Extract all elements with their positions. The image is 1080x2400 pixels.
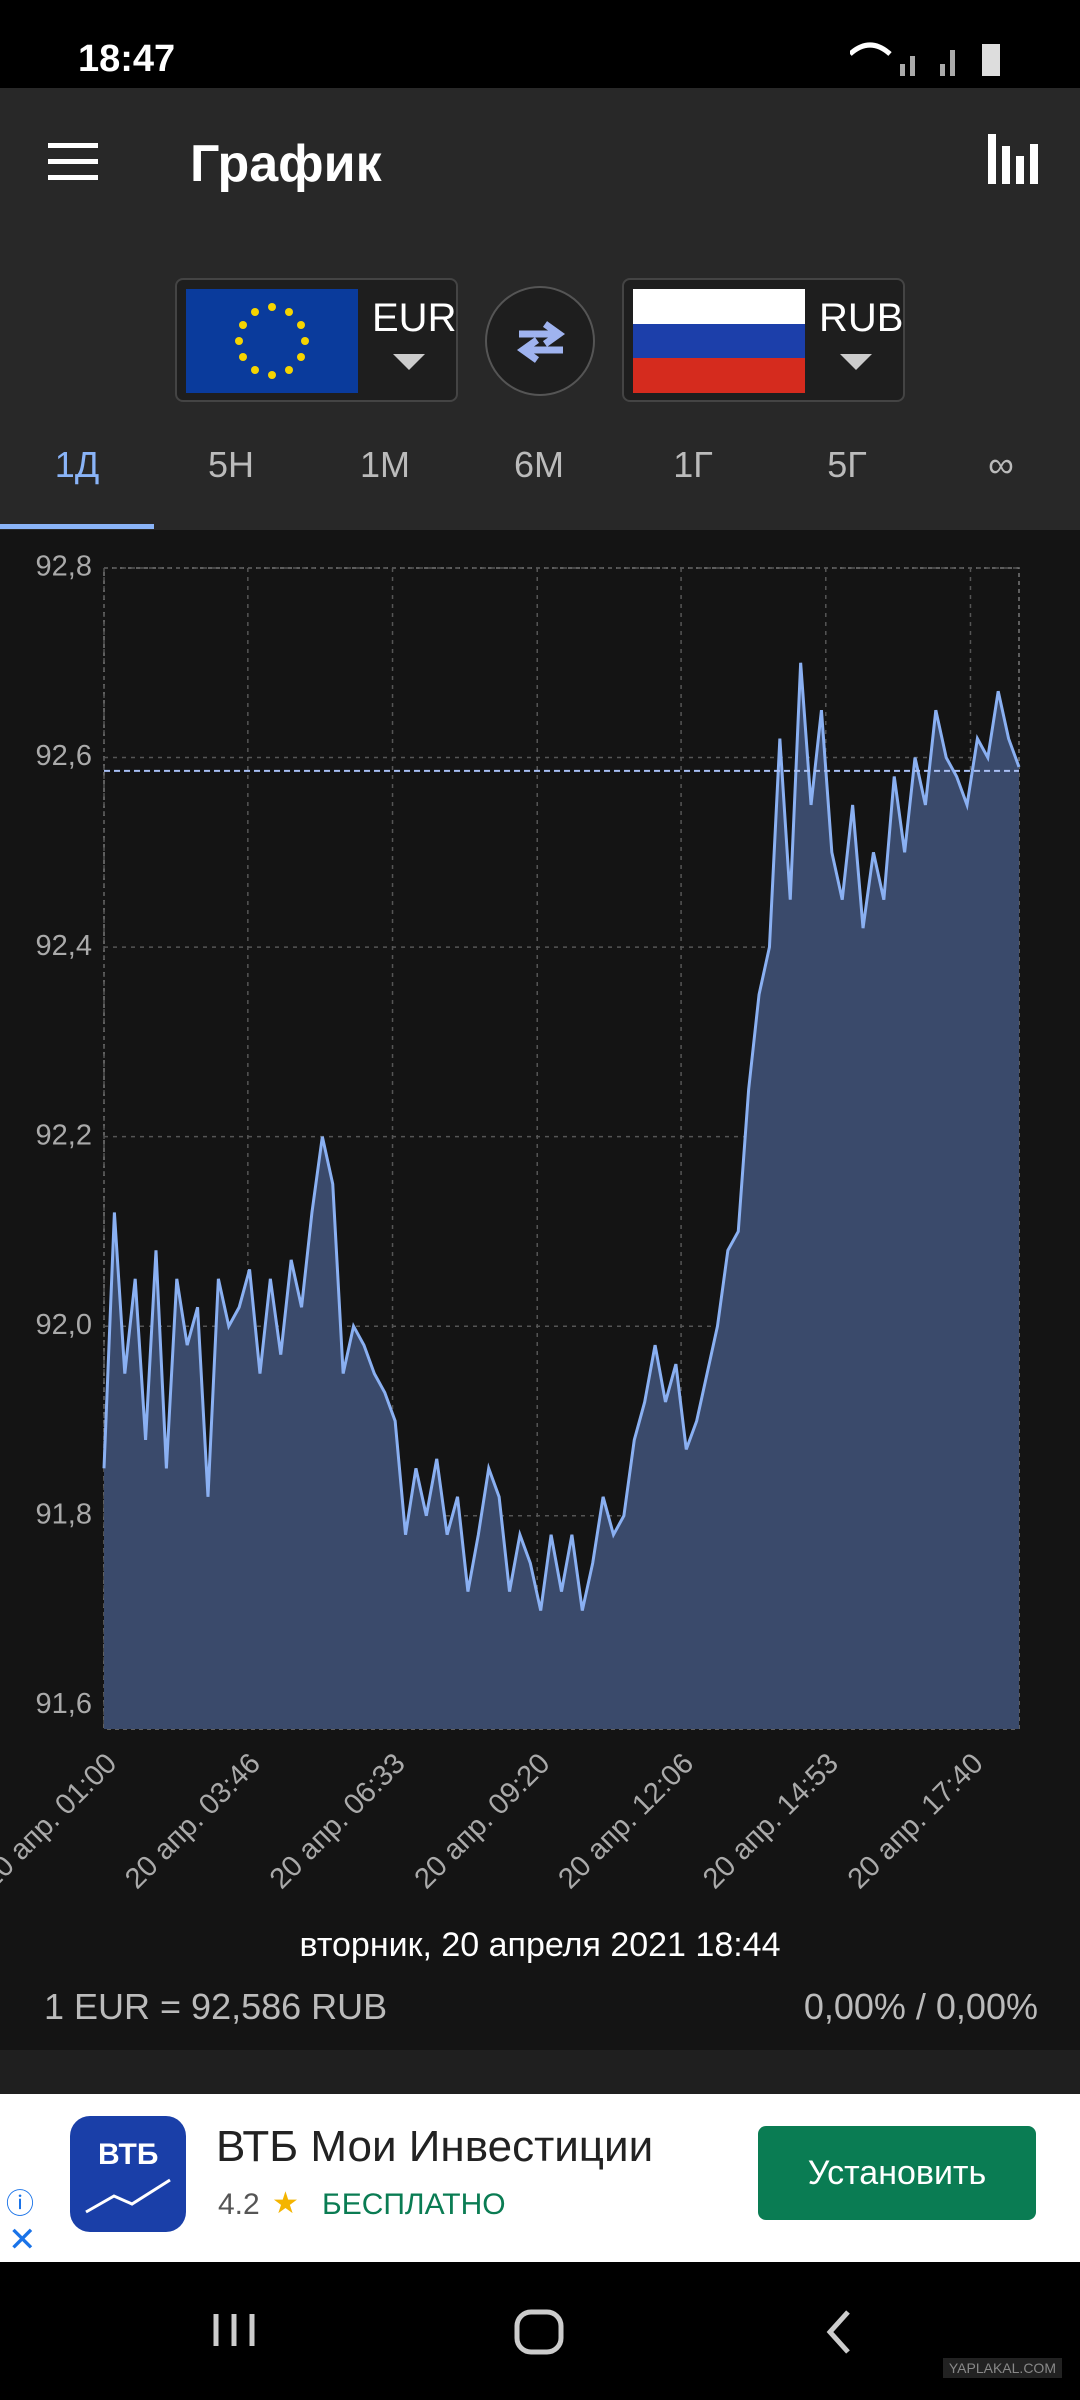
ad-title: ВТБ Мои Инвестиции (216, 2122, 654, 2171)
range-tab[interactable]: ∞ (988, 444, 1014, 485)
footer-change: 0,00% / 0,00% (803, 1986, 1038, 2027)
y-tick-label: 92,0 (36, 1309, 92, 1341)
tab-indicator (0, 524, 154, 529)
chart: 91,6 91,8 92,0 92,2 92,4 92,6 92,8 20 апр. 01:0… (0, 551, 1021, 1895)
from-currency[interactable]: EUR (175, 278, 458, 402)
ad-banner[interactable]: ВТБ ВТБ Мои Инвестиции 4.2 ★ БЕСПЛАТНО У… (0, 2094, 1080, 2262)
from-code: EUR (372, 296, 457, 340)
line (102, 662, 1021, 1611)
y-tick-label: 92,4 (36, 930, 92, 962)
ru-flag (633, 289, 805, 393)
ad-price: БЕСПЛАТНО (322, 2188, 506, 2221)
x-tick-label: 20 апр. 17:40 (842, 1747, 990, 1895)
ad-button-label: Установить (807, 2154, 987, 2192)
x-tick-label: 20 апр. 09:20 (409, 1747, 557, 1895)
range-tab[interactable]: 6М (513, 444, 564, 485)
range-tab[interactable]: 5Г (827, 444, 867, 485)
ad-close[interactable]: ✕ (8, 2221, 37, 2259)
ad-info[interactable]: ⓘ (6, 2188, 35, 2219)
area-fill (104, 662, 1019, 1729)
toolbar: График (0, 88, 1080, 236)
eu-flag (186, 289, 358, 393)
toolbar-title: График (190, 135, 382, 193)
x-tick-label: 20 апр. 06:33 (264, 1747, 412, 1895)
x-tick-label: 20 апр. 12:06 (552, 1747, 700, 1895)
x-tick-label: 20 апр. 01:00 (0, 1747, 123, 1895)
swap-button[interactable] (485, 286, 595, 396)
ad-icon-graph (85, 2178, 171, 2214)
chart-type-button[interactable] (988, 134, 1044, 184)
ad-brand: ВТБ (98, 2138, 159, 2171)
status-bar: 18:47 (0, 0, 1080, 88)
y-tick-label: 91,8 (36, 1498, 92, 1530)
swap-icon (516, 321, 566, 363)
dropdown-arrow (393, 354, 425, 370)
dropdown-arrow (840, 354, 872, 370)
ad-star: ★ (272, 2187, 299, 2220)
currency-panel: EUR RUB (0, 236, 1080, 530)
clock: 18:47 (78, 38, 176, 80)
nav-bar: YAPLAKAL.COM (0, 2262, 1080, 2400)
ad-rating: 4.2 (218, 2188, 260, 2221)
y-tick-label: 92,8 (36, 551, 92, 583)
x-tick-label: 20 апр. 03:46 (119, 1747, 267, 1895)
nav-icons[interactable] (0, 2262, 1080, 2400)
ad-icon: ВТБ (70, 2116, 186, 2232)
to-code: RUB (819, 296, 904, 340)
range-tab[interactable]: 1М (359, 444, 410, 485)
status-icons (850, 42, 1000, 76)
watermark: YAPLAKAL.COM (942, 2358, 1062, 2378)
y-tick-label: 92,2 (36, 1119, 92, 1151)
range-tab[interactable]: 1Д (54, 444, 100, 485)
separator (0, 2050, 1080, 2094)
ad-install-button[interactable]: Установить (758, 2126, 1036, 2220)
range-tab[interactable]: 1Г (673, 444, 713, 485)
range-tab[interactable]: 5Н (207, 444, 255, 485)
footer-rate: 1 EUR = 92,586 RUB (44, 1986, 388, 2027)
menu-button[interactable] (48, 143, 98, 181)
footer-date: вторник, 20 апреля 2021 18:44 (299, 1926, 781, 1964)
y-tick-label: 91,6 (36, 1688, 92, 1720)
to-currency[interactable]: RUB (622, 278, 905, 402)
x-tick-label: 20 апр. 14:53 (697, 1747, 845, 1895)
y-tick-label: 92,6 (36, 740, 92, 772)
